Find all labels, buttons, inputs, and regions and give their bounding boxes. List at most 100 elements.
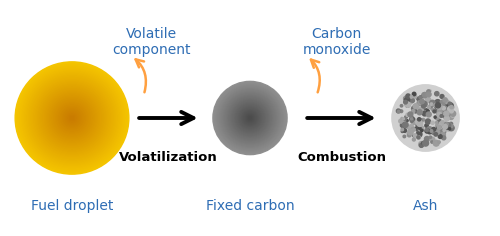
Ellipse shape xyxy=(242,110,258,126)
Ellipse shape xyxy=(402,122,408,127)
Ellipse shape xyxy=(412,106,417,111)
Ellipse shape xyxy=(435,110,438,113)
Ellipse shape xyxy=(406,113,409,116)
Ellipse shape xyxy=(410,96,412,98)
Ellipse shape xyxy=(22,69,122,167)
Ellipse shape xyxy=(441,121,444,124)
Ellipse shape xyxy=(60,106,84,130)
Ellipse shape xyxy=(410,118,413,120)
Ellipse shape xyxy=(430,137,434,142)
Ellipse shape xyxy=(42,88,102,148)
Ellipse shape xyxy=(55,101,89,135)
Ellipse shape xyxy=(244,113,256,123)
Ellipse shape xyxy=(425,129,430,133)
Ellipse shape xyxy=(404,118,406,121)
Ellipse shape xyxy=(406,94,410,98)
Ellipse shape xyxy=(438,125,442,129)
Ellipse shape xyxy=(438,133,442,136)
Ellipse shape xyxy=(412,135,415,137)
Ellipse shape xyxy=(21,67,123,169)
Ellipse shape xyxy=(448,104,454,110)
Ellipse shape xyxy=(420,143,424,147)
Ellipse shape xyxy=(426,112,431,117)
Ellipse shape xyxy=(419,119,422,122)
Ellipse shape xyxy=(430,103,432,105)
Ellipse shape xyxy=(414,110,417,113)
Ellipse shape xyxy=(422,111,426,115)
Ellipse shape xyxy=(448,106,453,112)
Ellipse shape xyxy=(435,100,440,105)
Ellipse shape xyxy=(222,90,278,146)
Ellipse shape xyxy=(420,129,423,132)
Text: Volatile
component: Volatile component xyxy=(112,27,190,57)
Ellipse shape xyxy=(444,115,448,119)
Ellipse shape xyxy=(18,64,126,172)
Ellipse shape xyxy=(60,107,84,129)
Ellipse shape xyxy=(422,93,427,98)
Ellipse shape xyxy=(416,123,419,126)
Ellipse shape xyxy=(406,99,410,102)
Ellipse shape xyxy=(429,105,432,108)
Ellipse shape xyxy=(216,84,284,152)
Ellipse shape xyxy=(412,94,416,99)
Ellipse shape xyxy=(445,100,449,104)
Ellipse shape xyxy=(15,62,129,174)
Ellipse shape xyxy=(437,112,442,117)
Ellipse shape xyxy=(400,105,402,107)
Ellipse shape xyxy=(448,128,450,130)
Ellipse shape xyxy=(402,129,406,132)
Ellipse shape xyxy=(436,121,438,124)
Ellipse shape xyxy=(442,106,446,110)
Ellipse shape xyxy=(28,74,117,162)
Ellipse shape xyxy=(440,95,444,98)
Ellipse shape xyxy=(436,103,440,108)
Ellipse shape xyxy=(450,111,456,116)
Ellipse shape xyxy=(442,129,446,133)
Ellipse shape xyxy=(244,112,256,124)
Ellipse shape xyxy=(418,126,420,129)
Ellipse shape xyxy=(433,140,439,146)
Ellipse shape xyxy=(230,99,270,137)
Ellipse shape xyxy=(420,99,424,104)
Ellipse shape xyxy=(44,91,100,145)
Ellipse shape xyxy=(449,124,453,128)
Ellipse shape xyxy=(427,110,429,112)
Ellipse shape xyxy=(408,125,414,131)
Ellipse shape xyxy=(419,123,422,126)
Ellipse shape xyxy=(413,128,416,131)
Ellipse shape xyxy=(239,107,261,129)
Ellipse shape xyxy=(427,127,432,132)
Ellipse shape xyxy=(422,104,426,108)
Ellipse shape xyxy=(47,93,97,143)
Ellipse shape xyxy=(392,85,459,151)
Ellipse shape xyxy=(236,104,264,132)
Ellipse shape xyxy=(46,92,98,144)
Ellipse shape xyxy=(414,134,417,137)
Ellipse shape xyxy=(424,136,430,141)
Ellipse shape xyxy=(422,94,426,97)
Ellipse shape xyxy=(434,141,436,144)
Ellipse shape xyxy=(444,111,449,116)
Ellipse shape xyxy=(438,141,440,143)
Ellipse shape xyxy=(440,132,446,137)
Ellipse shape xyxy=(57,103,87,133)
Ellipse shape xyxy=(439,121,445,127)
Ellipse shape xyxy=(433,110,436,113)
Text: Combustion: Combustion xyxy=(297,151,386,164)
Ellipse shape xyxy=(401,130,404,132)
Ellipse shape xyxy=(420,97,423,99)
Ellipse shape xyxy=(406,103,410,107)
Ellipse shape xyxy=(400,123,405,127)
Ellipse shape xyxy=(412,128,414,131)
Ellipse shape xyxy=(443,129,446,131)
Ellipse shape xyxy=(442,125,447,129)
Ellipse shape xyxy=(440,129,446,135)
Ellipse shape xyxy=(218,86,282,150)
Ellipse shape xyxy=(443,98,447,102)
Ellipse shape xyxy=(34,81,110,155)
Ellipse shape xyxy=(418,119,422,123)
Ellipse shape xyxy=(446,123,450,128)
Ellipse shape xyxy=(32,79,112,157)
Ellipse shape xyxy=(450,105,453,109)
Ellipse shape xyxy=(399,119,403,123)
